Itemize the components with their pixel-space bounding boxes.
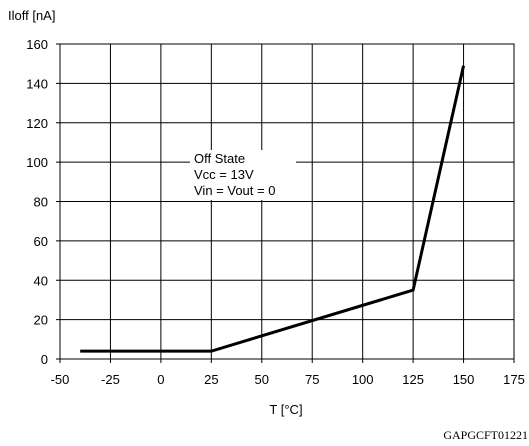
x-tick-label: 150 xyxy=(453,372,475,387)
y-axis-label: Iloff [nA] xyxy=(8,8,55,23)
y-tick-label: 160 xyxy=(26,37,48,52)
annotation-line-vcc: Vcc = 13V xyxy=(194,167,254,182)
series-line-0 xyxy=(80,65,466,353)
grid xyxy=(56,43,515,363)
series-group xyxy=(80,65,466,353)
y-tick-label: 100 xyxy=(26,155,48,170)
y-tick-label: 60 xyxy=(34,234,48,249)
y-tick-label: 40 xyxy=(34,273,48,288)
x-tick-label: 100 xyxy=(352,372,374,387)
x-tick-label: 0 xyxy=(157,372,164,387)
x-tick-label: 175 xyxy=(503,372,525,387)
annotation-background xyxy=(190,150,296,200)
y-tick-labels: 0 20 40 60 80 100 120 140 160 xyxy=(26,37,48,367)
y-tick-label: 120 xyxy=(26,116,48,131)
y-tick-label: 0 xyxy=(41,352,48,367)
y-tick-label: 80 xyxy=(34,195,48,210)
annotation-line-vin-vout: Vin = Vout = 0 xyxy=(194,183,275,198)
x-tick-label: 125 xyxy=(402,372,424,387)
x-tick-labels: -50 -25 0 25 50 75 100 125 150 175 xyxy=(51,372,525,387)
y-tick-label: 140 xyxy=(26,76,48,91)
annotation-line-off-state: Off State xyxy=(194,151,245,166)
x-tick-label: -50 xyxy=(51,372,70,387)
annotation: Off State Vcc = 13V Vin = Vout = 0 xyxy=(190,150,296,200)
plot-frame xyxy=(59,43,515,360)
figure-code: GAPGCFT01221 xyxy=(443,428,528,442)
x-tick-label: 75 xyxy=(305,372,319,387)
x-tick-label: 50 xyxy=(255,372,269,387)
x-tick-label: -25 xyxy=(101,372,120,387)
y-tick-label: 20 xyxy=(34,313,48,328)
x-tick-label: 25 xyxy=(204,372,218,387)
x-axis-label: T [°C] xyxy=(269,402,302,417)
